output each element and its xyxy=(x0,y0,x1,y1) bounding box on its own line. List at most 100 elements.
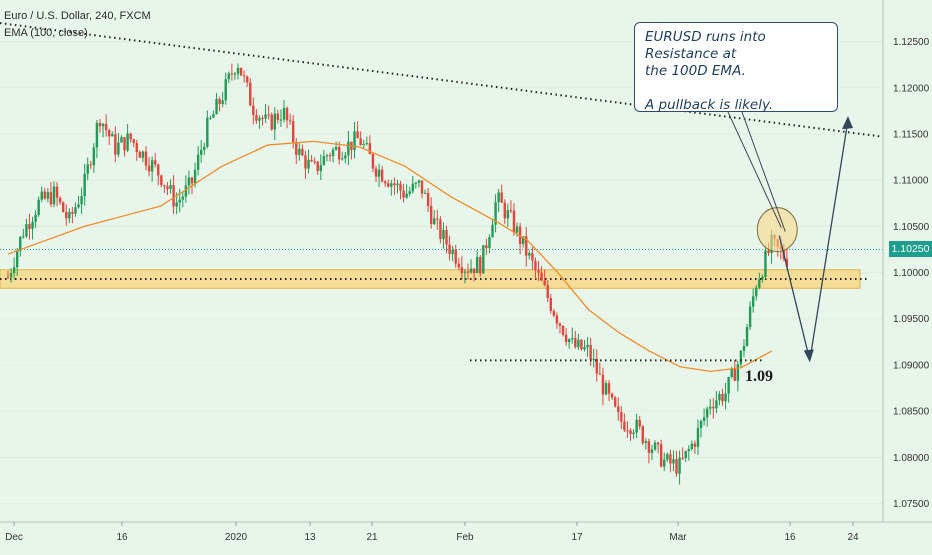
candle-body xyxy=(178,199,181,203)
candle-body xyxy=(249,82,252,106)
candle-body xyxy=(365,143,368,145)
candle-body xyxy=(233,73,237,75)
candle-body xyxy=(334,146,338,150)
candle-body xyxy=(267,114,270,116)
candle-body xyxy=(696,428,700,447)
candle-body xyxy=(454,249,457,264)
candle-body xyxy=(359,138,362,145)
candle-body xyxy=(310,159,313,162)
candle-body xyxy=(291,121,295,143)
candle-body xyxy=(328,155,332,157)
candle-body xyxy=(80,196,83,205)
candle-body xyxy=(120,137,123,143)
candle-body xyxy=(666,454,669,460)
candle-body xyxy=(739,350,743,365)
candle-body xyxy=(46,192,50,199)
candle-body xyxy=(705,408,709,418)
candle-body xyxy=(273,113,276,130)
candle-body xyxy=(298,148,301,155)
candle-body xyxy=(638,419,641,427)
candle-body xyxy=(561,325,565,335)
candle-body xyxy=(203,146,206,150)
candle-body xyxy=(341,158,344,160)
candle-body xyxy=(368,143,372,155)
candle-body xyxy=(380,169,384,182)
candle-body xyxy=(322,156,326,166)
candle-body xyxy=(92,147,96,166)
candle-body xyxy=(629,430,632,434)
y-tick-label: 1.11000 xyxy=(893,176,929,187)
y-tick-label: 1.12500 xyxy=(893,37,930,48)
candle-body xyxy=(206,117,209,147)
candle-body xyxy=(28,224,31,229)
candle-body xyxy=(650,449,654,453)
candle-body xyxy=(301,148,304,156)
candle-body xyxy=(564,334,568,343)
candle-body xyxy=(525,236,528,256)
candle-body xyxy=(331,149,335,156)
candle-body xyxy=(463,271,467,273)
candle-body xyxy=(724,393,727,402)
candle-body xyxy=(748,306,752,328)
candle-body xyxy=(71,211,74,214)
candle-body xyxy=(49,192,53,205)
x-tick-label: 21 xyxy=(366,532,378,543)
candle-body xyxy=(521,236,525,245)
candle-body xyxy=(184,185,188,197)
candle-body xyxy=(736,364,740,381)
candle-body xyxy=(503,202,506,219)
note-line-3: A pullback is likely. xyxy=(645,97,774,113)
y-tick-label: 1.10000 xyxy=(893,268,930,279)
y-tick-label: 1.07500 xyxy=(893,499,930,510)
candle-body xyxy=(764,250,767,277)
candle-body xyxy=(175,202,178,207)
candle-body xyxy=(448,244,451,255)
arrow-head xyxy=(842,116,853,130)
candle-body xyxy=(126,133,129,151)
candle-body xyxy=(374,168,378,177)
candle-body xyxy=(659,444,663,467)
candle-body xyxy=(678,457,681,474)
candle-body xyxy=(546,285,549,298)
candle-body xyxy=(653,442,657,450)
candle-body xyxy=(687,449,690,452)
candle-body xyxy=(445,229,448,245)
candle-body xyxy=(61,202,65,213)
candle-body xyxy=(574,338,577,348)
candles-layer xyxy=(6,63,789,485)
candle-body xyxy=(150,160,154,172)
candle-body xyxy=(218,98,221,104)
x-tick-label: 17 xyxy=(571,532,583,543)
callout-line xyxy=(741,111,786,232)
candle-body xyxy=(751,296,755,307)
candle-body xyxy=(95,122,99,148)
candle-body xyxy=(132,139,135,144)
candle-body xyxy=(601,374,605,395)
candle-body xyxy=(371,154,375,169)
candle-body xyxy=(304,155,307,169)
candle-body xyxy=(767,250,770,253)
candle-body xyxy=(488,237,491,248)
candle-body xyxy=(417,180,421,183)
candle-body xyxy=(258,117,261,121)
indicator-label: EMA (100, close) xyxy=(4,27,88,39)
candle-body xyxy=(252,105,255,115)
candle-body xyxy=(620,411,623,422)
candle-body xyxy=(123,137,126,151)
candle-body xyxy=(718,394,721,401)
candle-body xyxy=(187,177,191,186)
note-line-2: the 100D EMA. xyxy=(645,63,746,79)
x-tick-label: Feb xyxy=(456,532,474,543)
candle-body xyxy=(236,67,240,74)
candle-body xyxy=(86,164,89,174)
candle-body xyxy=(598,373,602,375)
candle-body xyxy=(383,181,387,184)
callout-line xyxy=(727,111,782,228)
candle-body xyxy=(469,268,473,273)
candle-body xyxy=(295,142,298,155)
candle-body xyxy=(702,417,706,421)
candle-body xyxy=(199,149,203,155)
candle-body xyxy=(549,297,552,311)
candle-body xyxy=(632,432,635,434)
